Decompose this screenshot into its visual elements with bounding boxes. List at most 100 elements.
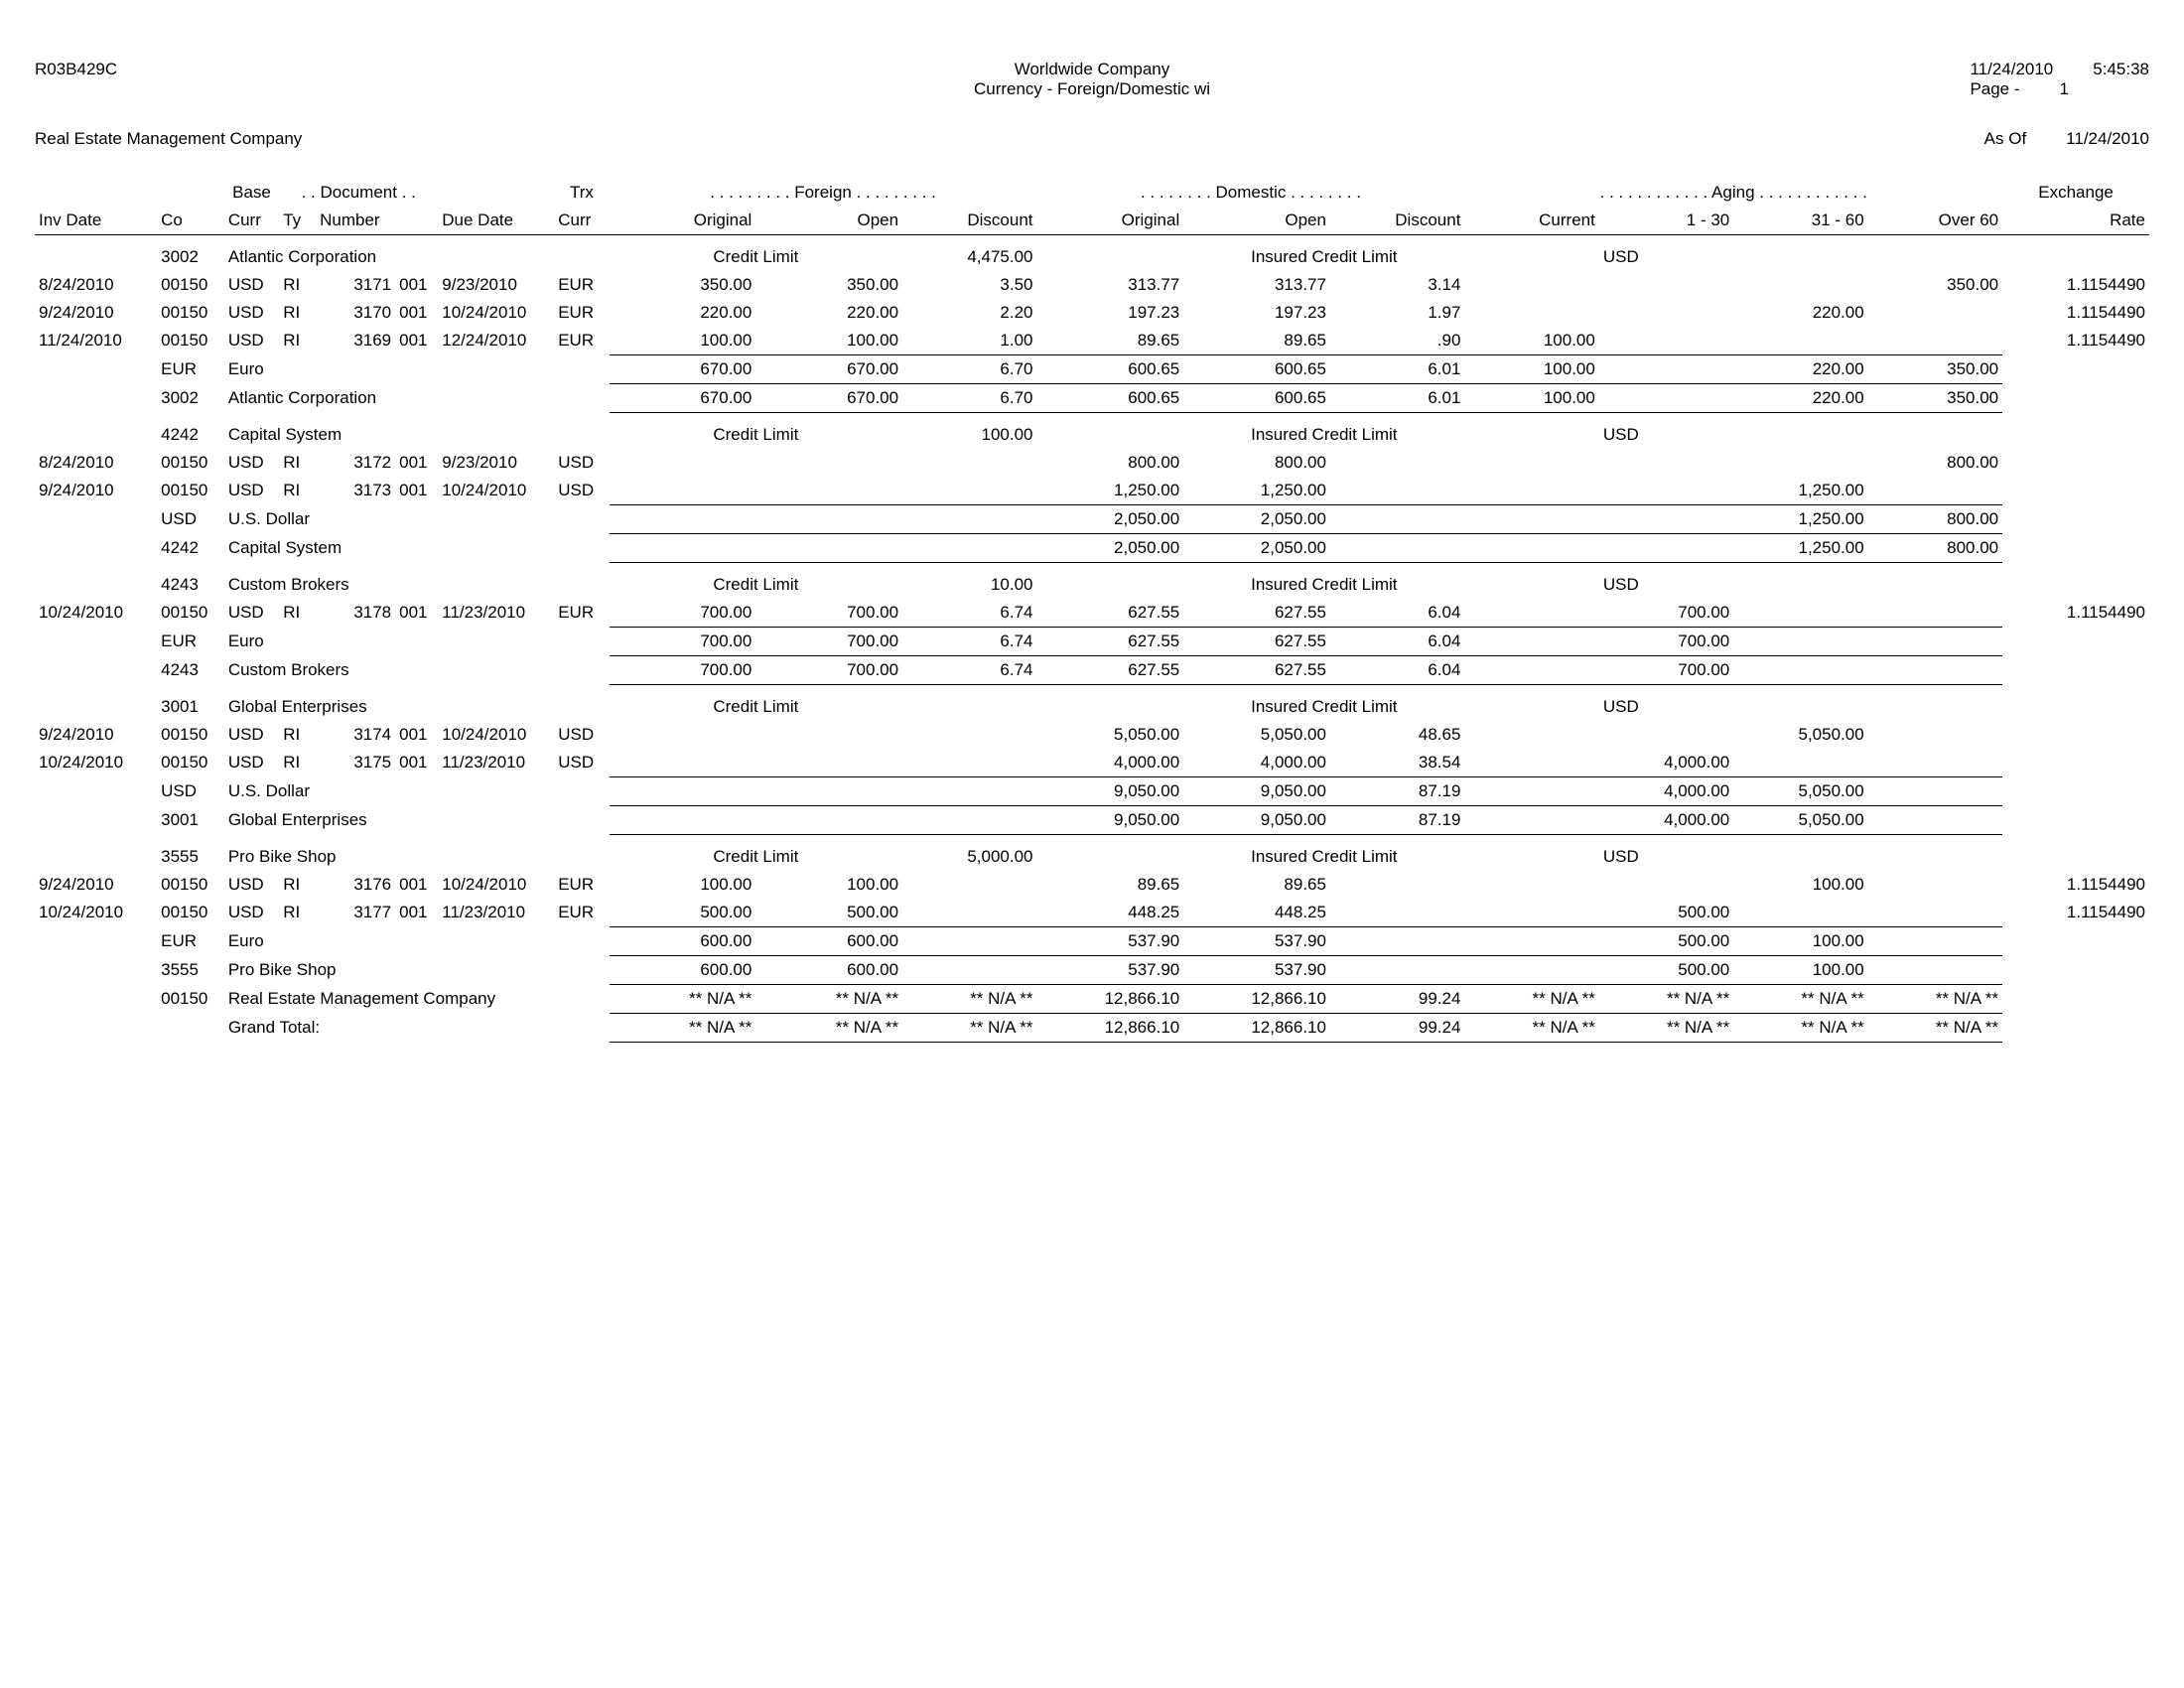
detail-row: 9/24/201000150USDRI317400110/24/2010USD5…: [35, 721, 2149, 749]
credit-limit-label: Credit Limit: [610, 685, 902, 722]
company-total: 00150Real Estate Management Company** N/…: [35, 985, 2149, 1014]
asof-label: As Of: [1984, 129, 2027, 149]
credit-limit-value: 5,000.00: [902, 835, 1036, 872]
col-ty: Ty: [279, 207, 316, 235]
insured-credit-label: Insured Credit Limit: [1183, 235, 1464, 272]
usd-label: USD: [1599, 235, 1733, 272]
customer-code: 3002: [157, 235, 224, 272]
report-table: Base . . Document . . Trx . . . . . . . …: [35, 179, 2149, 1043]
customer-name: Custom Brokers: [224, 563, 610, 600]
currency-subtotal: EUREuro600.00600.00537.90537.90500.00100…: [35, 927, 2149, 956]
usd-label: USD: [1599, 685, 1733, 722]
col-a-o60: Over 60: [1868, 207, 2002, 235]
customer-header: 3002Atlantic CorporationCredit Limit4,47…: [35, 235, 2149, 272]
column-group-row: Base . . Document . . Trx . . . . . . . …: [35, 179, 2149, 207]
insured-credit-label: Insured Credit Limit: [1183, 835, 1464, 872]
col-rate: Rate: [2002, 207, 2149, 235]
grp-foreign: . . . . . . . . . Foreign . . . . . . . …: [610, 179, 1037, 207]
customer-code: 3555: [157, 835, 224, 872]
sub-header: Real Estate Management Company As Of 11/…: [35, 129, 2149, 159]
credit-limit-label: Credit Limit: [610, 235, 902, 272]
detail-row: 10/24/201000150USDRI317700111/23/2010EUR…: [35, 899, 2149, 927]
customer-code: 4242: [157, 413, 224, 450]
grand-total: Grand Total:** N/A **** N/A **** N/A **1…: [35, 1014, 2149, 1043]
customer-subtotal: 3555Pro Bike Shop600.00600.00537.90537.9…: [35, 956, 2149, 985]
grp-document: . . Document . .: [279, 179, 438, 207]
credit-limit-value: 100.00: [902, 413, 1036, 450]
credit-limit-value: 10.00: [902, 563, 1036, 600]
customer-subtotal: 3002Atlantic Corporation670.00670.006.70…: [35, 384, 2149, 413]
customer-name: Pro Bike Shop: [224, 835, 610, 872]
column-label-row: Inv Date Co Curr Ty Number Due Date Curr…: [35, 207, 2149, 235]
detail-row: 11/24/201000150USDRI316900112/24/2010EUR…: [35, 327, 2149, 355]
detail-row: 8/24/201000150USDRI31710019/23/2010EUR35…: [35, 271, 2149, 299]
col-number: Number: [316, 207, 395, 235]
col-base-curr: Curr: [224, 207, 279, 235]
detail-row: 9/24/201000150USDRI317600110/24/2010EUR1…: [35, 871, 2149, 899]
col-d-open: Open: [1183, 207, 1330, 235]
detail-row: 10/24/201000150USDRI317500111/23/2010USD…: [35, 749, 2149, 777]
detail-row: 10/24/201000150USDRI317800111/23/2010EUR…: [35, 599, 2149, 628]
currency-subtotal: EUREuro670.00670.006.70600.65600.656.011…: [35, 355, 2149, 384]
grand-total-label: Grand Total:: [224, 1014, 610, 1043]
usd-label: USD: [1599, 563, 1733, 600]
customer-name: Atlantic Corporation: [224, 235, 610, 272]
report-body: 3002Atlantic CorporationCredit Limit4,47…: [35, 235, 2149, 1043]
page-label: Page -: [1970, 79, 2019, 99]
detail-row: 9/24/201000150USDRI317300110/24/2010USD1…: [35, 477, 2149, 505]
detail-row: 9/24/201000150USDRI317000110/24/2010EUR2…: [35, 299, 2149, 327]
customer-subtotal: 4243Custom Brokers700.00700.006.74627.55…: [35, 656, 2149, 685]
col-d-orig: Original: [1037, 207, 1184, 235]
detail-row: 8/24/201000150USDRI31720019/23/2010USD80…: [35, 449, 2149, 477]
col-f-open: Open: [755, 207, 902, 235]
insured-credit-label: Insured Credit Limit: [1183, 563, 1464, 600]
usd-label: USD: [1599, 835, 1733, 872]
insured-credit-label: Insured Credit Limit: [1183, 685, 1464, 722]
usd-label: USD: [1599, 413, 1733, 450]
grp-base: Base: [224, 179, 279, 207]
page-number: 1: [2060, 79, 2069, 99]
grp-domestic: . . . . . . . . Domestic . . . . . . . .: [1037, 179, 1465, 207]
col-trx-curr: Curr: [554, 207, 609, 235]
grp-trx: Trx: [554, 179, 609, 207]
report-id: R03B429C: [35, 60, 117, 79]
customer-name: Capital System: [224, 413, 610, 450]
customer-header: 3555Pro Bike ShopCredit Limit5,000.00 Ins…: [35, 835, 2149, 872]
credit-limit-value: 4,475.00: [902, 235, 1036, 272]
grp-exchange: Exchange: [2002, 179, 2149, 207]
report-date: 11/24/2010: [1970, 60, 2053, 79]
grp-aging: . . . . . . . . . . . . Aging . . . . . …: [1464, 179, 2002, 207]
col-f-disc: Discount: [902, 207, 1036, 235]
report-header: R03B429C Worldwide Company Currency - Fo…: [35, 60, 2149, 119]
report-time: 5:45:38: [2093, 60, 2149, 79]
col-d-disc: Discount: [1330, 207, 1464, 235]
customer-subtotal: 4242Capital System2,050.002,050.001,250.…: [35, 534, 2149, 563]
col-co: Co: [157, 207, 224, 235]
credit-limit-label: Credit Limit: [610, 413, 902, 450]
currency-subtotal: EUREuro700.00700.006.74627.55627.556.047…: [35, 628, 2149, 656]
asof-date: 11/24/2010: [2066, 129, 2149, 149]
customer-subtotal: 3001Global Enterprises9,050.009,050.0087…: [35, 806, 2149, 835]
customer-code: 4243: [157, 563, 224, 600]
col-inv-date: Inv Date: [35, 207, 157, 235]
report-title-block: Worldwide Company Currency - Foreign/Dom…: [974, 60, 1210, 99]
company-name: Worldwide Company: [974, 60, 1210, 79]
credit-limit-value: [902, 685, 1036, 722]
credit-limit-label: Credit Limit: [610, 835, 902, 872]
currency-subtotal: USDU.S. Dollar2,050.002,050.001,250.0080…: [35, 505, 2149, 534]
org-name: Real Estate Management Company: [35, 129, 302, 149]
customer-name: Global Enterprises: [224, 685, 610, 722]
insured-credit-label: Insured Credit Limit: [1183, 413, 1464, 450]
customer-header: 4242Capital SystemCredit Limit100.00 Insu…: [35, 413, 2149, 450]
col-a-cur: Current: [1464, 207, 1598, 235]
col-a-130: 1 - 30: [1599, 207, 1733, 235]
customer-header: 4243Custom BrokersCredit Limit10.00 Insur…: [35, 563, 2149, 600]
col-due-date: Due Date: [438, 207, 554, 235]
currency-subtotal: USDU.S. Dollar9,050.009,050.0087.194,000…: [35, 777, 2149, 806]
credit-limit-label: Credit Limit: [610, 563, 902, 600]
header-right: 11/24/2010 5:45:38 Page - 1: [1970, 60, 2149, 99]
col-a-3160: 31 - 60: [1733, 207, 1867, 235]
customer-code: 3001: [157, 685, 224, 722]
col-f-orig: Original: [610, 207, 756, 235]
report-subtitle: Currency - Foreign/Domestic wi: [974, 79, 1210, 99]
